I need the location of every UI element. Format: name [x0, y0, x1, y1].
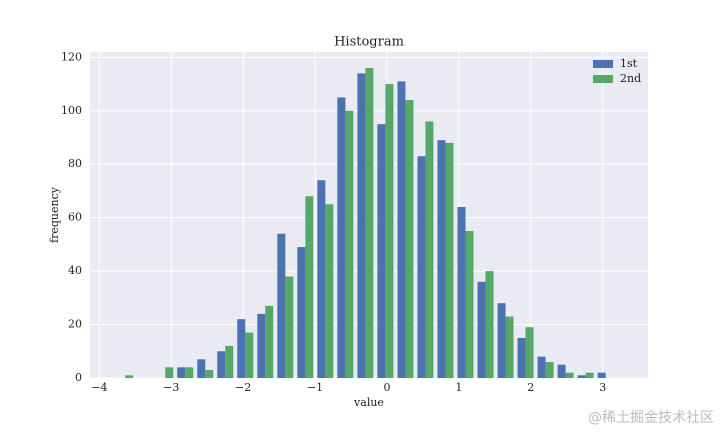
chart-title: Histogram [334, 35, 404, 50]
bar [565, 372, 574, 378]
bar [337, 97, 346, 378]
legend-label: 2nd [620, 72, 641, 85]
x-tick-label: −4 [91, 381, 107, 394]
bar [377, 124, 386, 378]
bar [325, 204, 334, 378]
bar [557, 364, 566, 378]
bar [585, 372, 594, 378]
x-tick-label: 3 [599, 381, 606, 394]
watermark: @稀土掘金技术社区 [588, 410, 714, 426]
y-tick-label: 120 [61, 50, 82, 63]
x-tick-label: −2 [235, 381, 251, 394]
bar [457, 206, 466, 378]
bar [477, 281, 486, 378]
bar [545, 361, 554, 378]
y-axis-label: frequency [48, 186, 61, 243]
bar [485, 271, 494, 378]
bar [365, 68, 374, 379]
x-tick-label: 0 [383, 381, 390, 394]
bar [197, 359, 206, 378]
bar [217, 351, 226, 378]
bar [405, 100, 414, 378]
bar [525, 327, 534, 378]
y-tick-label: 40 [68, 264, 82, 277]
bar [505, 316, 514, 378]
x-tick-label: −3 [163, 381, 179, 394]
bar [417, 156, 426, 378]
bar [185, 367, 194, 378]
bar [297, 247, 306, 378]
bar [597, 372, 606, 378]
bar [465, 231, 474, 378]
bar [225, 345, 234, 378]
bar [165, 367, 174, 378]
bar [445, 142, 454, 378]
bar [277, 233, 286, 378]
bar [537, 356, 546, 378]
y-tick-label: 0 [75, 371, 82, 384]
bar [317, 180, 326, 378]
x-axis-label: value [353, 396, 384, 409]
bar [345, 110, 354, 378]
bar [357, 73, 366, 379]
bar [257, 313, 266, 378]
bar [265, 305, 274, 378]
y-tick-label: 80 [68, 157, 82, 170]
bar [577, 375, 586, 378]
y-tick-label: 100 [61, 104, 82, 117]
bar [237, 319, 246, 378]
bar [177, 367, 186, 378]
bar [285, 276, 294, 378]
bar [125, 375, 134, 378]
legend-label: 1st [620, 57, 638, 70]
bar [305, 196, 314, 378]
bar [425, 121, 434, 379]
bar [397, 81, 406, 379]
bar [245, 332, 254, 378]
bar [517, 337, 526, 378]
x-tick-label: −1 [307, 381, 323, 394]
y-tick-label: 60 [68, 211, 82, 224]
bar [385, 84, 394, 378]
legend-swatch [593, 75, 613, 83]
bar [497, 303, 506, 378]
y-tick-label: 20 [68, 318, 82, 331]
bar [205, 369, 214, 378]
legend-swatch [593, 60, 613, 68]
x-tick-label: 2 [527, 381, 534, 394]
x-tick-label: 1 [455, 381, 462, 394]
bar [437, 140, 446, 378]
